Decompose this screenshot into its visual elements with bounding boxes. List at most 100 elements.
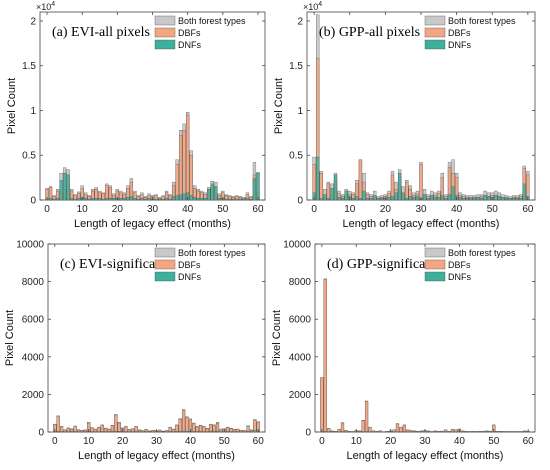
bar-dnf: [62, 172, 67, 201]
bar-dnf: [70, 198, 74, 201]
bar-dnf: [140, 198, 144, 201]
y-tick-label: 6000: [289, 315, 312, 326]
bar-dnf: [319, 198, 323, 201]
x-tick-label: 20: [385, 436, 397, 447]
bar-dnf: [73, 431, 77, 433]
x-tick-label: 60: [253, 436, 265, 447]
legend-swatch-both: [424, 247, 446, 258]
chart-title: (a) EVI-all pixels: [52, 25, 150, 40]
legend-label-dbf: DBFs: [178, 28, 201, 38]
bar-dnf: [235, 198, 239, 201]
y-multiplier: ×104: [36, 1, 55, 12]
bar-dnf: [405, 198, 409, 201]
bar-dnf: [224, 198, 228, 201]
x-tick-label: 40: [451, 204, 463, 215]
chart-panel-1: 0 10 20 30 40 50 60 0 0.5 1 1.5 2×104 Length of lega…: [273, 1, 536, 230]
bar-dnf: [179, 194, 183, 201]
bar-dnf: [217, 198, 221, 201]
x-tick-label: 20: [112, 204, 124, 215]
bar-dnf: [164, 198, 169, 201]
bar-dbf: [100, 425, 104, 433]
bar-dbf: [182, 129, 186, 201]
legend-swatch-dbf: [154, 27, 176, 38]
bar-dbf: [450, 429, 455, 433]
legend-swatch-both: [424, 15, 446, 26]
bar-dnf: [330, 188, 334, 201]
x-tick-label: 60: [252, 204, 264, 215]
bar-dnf: [483, 195, 487, 201]
y-tick-label: 1.5: [289, 61, 303, 72]
x-tick-label: 0: [311, 204, 317, 215]
bar-dnf: [364, 431, 369, 433]
x-tick-label: 50: [219, 436, 231, 447]
bar-dnf: [387, 197, 391, 201]
bar-dbf: [399, 427, 403, 433]
y-tick-label: 4000: [22, 352, 45, 363]
bar-dbf: [209, 424, 213, 433]
bar-dbf: [405, 181, 409, 201]
bar-dnf: [136, 198, 141, 201]
y-tick-label: 2: [297, 16, 303, 27]
bar-dnf: [199, 431, 203, 433]
bar-dbf: [192, 423, 196, 433]
legend-label-dbf: DBFs: [178, 260, 201, 270]
bar-dbf: [319, 172, 323, 201]
bar-dnf: [497, 196, 502, 201]
x-tick-label: 30: [415, 204, 427, 215]
bar-dbf: [59, 426, 64, 433]
bar-dnf: [147, 198, 151, 201]
bar-dbf: [114, 414, 118, 433]
x-axis-label: Length of legacy effect (months): [343, 218, 500, 230]
legend-swatch-dbf: [424, 27, 446, 38]
bar-dnf: [462, 198, 466, 201]
bar-dnf: [316, 156, 320, 201]
bar-dbf: [202, 426, 206, 433]
bar-dbf: [323, 279, 327, 433]
legend-label-both: Both forest types: [178, 16, 246, 26]
legend-label-both: Both forest types: [448, 16, 516, 26]
bar-dbf: [97, 427, 101, 433]
bar-dnf: [249, 198, 253, 201]
bar-dnf: [178, 431, 182, 433]
y-tick-label: 2: [30, 16, 36, 27]
bar-dbf: [66, 428, 70, 433]
bar-dnf: [444, 198, 448, 201]
y-axis-label: Pixel Count: [273, 78, 285, 134]
bar-dnf: [397, 172, 402, 201]
y-tick-label: 10000: [16, 240, 44, 251]
bar-dbf: [186, 114, 190, 201]
chart-title: (c) EVI-significant: [60, 257, 166, 272]
bar-dnf: [91, 198, 95, 201]
bar-dbf: [179, 135, 183, 201]
bar-dnf: [479, 198, 484, 201]
x-tick-label: 0: [44, 204, 50, 215]
bar-dbf: [320, 377, 324, 433]
bar-dnf: [168, 198, 172, 201]
legend-label-dnf: DNFs: [178, 40, 201, 50]
x-tick-label: 50: [487, 204, 499, 215]
bar-dbf: [175, 164, 179, 201]
x-tick-label: 10: [77, 204, 89, 215]
bar-dnf: [175, 431, 179, 433]
bar-dbf: [358, 159, 363, 201]
bar-dnf: [195, 431, 199, 433]
bar-dnf: [175, 195, 179, 201]
bar-dbf: [390, 174, 395, 201]
bar-dbf: [395, 423, 400, 433]
bar-dnf: [55, 198, 60, 201]
bar-dnf: [253, 430, 257, 433]
legend-label-dbf: DBFs: [448, 28, 471, 38]
bar-dnf: [355, 196, 359, 201]
x-tick-label: 40: [182, 204, 194, 215]
bar-dnf: [351, 198, 355, 201]
bar-dnf: [226, 431, 230, 433]
bar-dnf: [112, 198, 116, 201]
bar-dnf: [501, 197, 505, 201]
bar-dnf: [119, 198, 123, 201]
y-tick-label: 2000: [289, 390, 312, 401]
bar-dbf: [327, 428, 331, 433]
bar-dnf: [504, 198, 509, 201]
bar-dnf: [252, 178, 257, 201]
bar-dnf: [519, 198, 523, 201]
bar-dbf: [175, 425, 179, 433]
